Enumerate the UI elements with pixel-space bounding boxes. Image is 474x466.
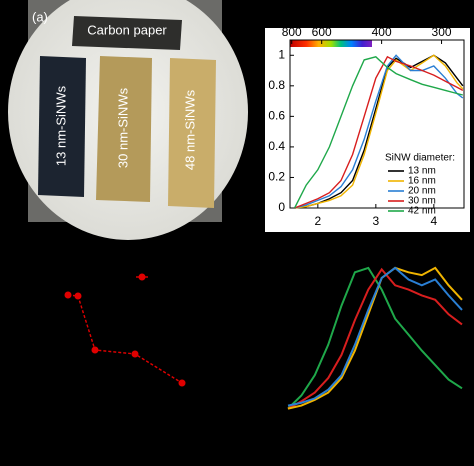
x2-tick-label: 600 xyxy=(312,25,332,39)
spectrum-line xyxy=(294,55,464,209)
data-point xyxy=(91,346,99,354)
photo-panel: (a) Carbon paper 13 nm-SiNWs 30 nm-SiNWs… xyxy=(8,0,248,240)
y-tick-label: 0.4 xyxy=(268,139,285,153)
legend-label: 42 nm xyxy=(408,206,436,217)
data-point xyxy=(138,273,146,281)
color-bar xyxy=(290,40,372,47)
carbon-label: Carbon paper xyxy=(87,22,167,37)
carbon-paper xyxy=(72,16,182,50)
x2-tick-label: 300 xyxy=(432,25,452,39)
curve xyxy=(287,267,463,410)
legend-label: 16 nm xyxy=(408,176,436,187)
plot-frame xyxy=(289,39,465,209)
curve xyxy=(287,266,463,410)
strip-label: 48 nm-SiNWs xyxy=(182,89,197,170)
spectrum-line xyxy=(294,54,464,209)
strip-13nm xyxy=(38,56,86,197)
legend-title: SiNW diameter: xyxy=(385,153,455,164)
x2-tick-label: 400 xyxy=(372,25,392,39)
data-point xyxy=(74,292,82,300)
x-tick-label: 2 xyxy=(314,214,321,228)
y-tick-label: 1 xyxy=(278,47,285,61)
x-tick-label: 3 xyxy=(372,214,379,228)
spectrum-line xyxy=(293,56,463,209)
data-point xyxy=(178,379,186,387)
y-tick-label: 0.6 xyxy=(268,109,285,123)
y-tick-label: 0 xyxy=(278,200,285,214)
legend-label: 30 nm xyxy=(408,196,436,207)
data-point xyxy=(131,350,139,358)
y-tick-label: 0.2 xyxy=(268,170,285,184)
strip-30nm xyxy=(96,56,152,202)
y-tick-label: 0.8 xyxy=(268,78,285,92)
curve xyxy=(287,266,463,407)
panel-label: (a) xyxy=(32,9,48,24)
spectrum-line xyxy=(294,54,464,209)
strip-label: 30 nm-SiNWs xyxy=(115,87,130,168)
legend-label: 20 nm xyxy=(408,186,436,197)
strip-label: 13 nm-SiNWs xyxy=(53,85,68,166)
spectrum-line xyxy=(294,54,464,209)
legend-label: 13 nm xyxy=(408,166,436,177)
strip-48nm xyxy=(168,58,216,208)
data-point xyxy=(64,291,72,299)
trend-line xyxy=(67,294,183,384)
x2-tick-label: 800 xyxy=(282,25,302,39)
curve xyxy=(287,266,463,410)
x-tick-label: 4 xyxy=(430,214,437,228)
